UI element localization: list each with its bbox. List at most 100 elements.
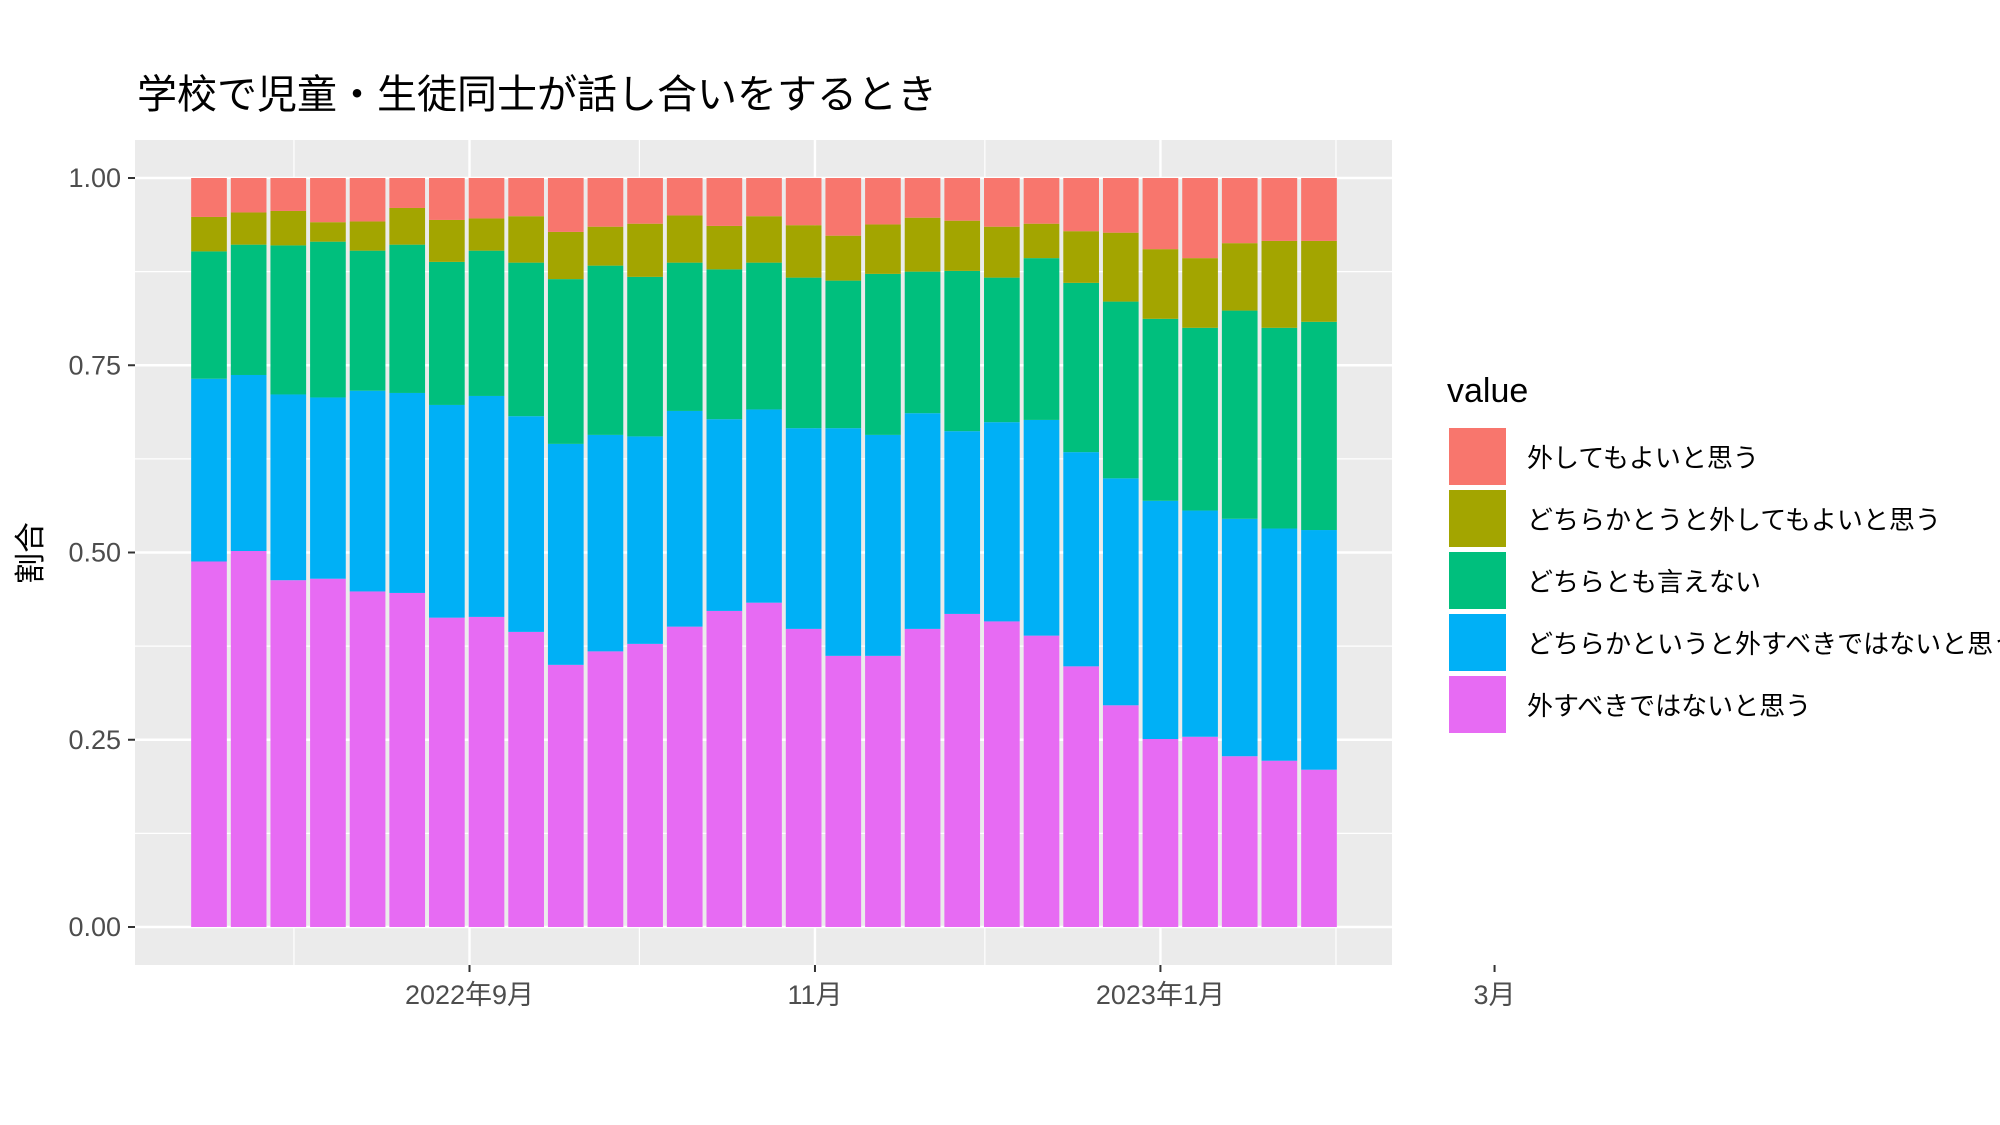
bar-segment <box>706 225 743 270</box>
bar-segment <box>944 220 981 271</box>
bar-segment <box>825 428 862 656</box>
bar-segment <box>1221 243 1258 311</box>
bar-segment <box>191 561 227 927</box>
bar-segment <box>1182 178 1218 259</box>
y-tick-label: 0.00 <box>68 912 121 942</box>
bar-segment <box>349 591 386 927</box>
bar-segment <box>429 617 465 927</box>
bar-segment <box>1142 318 1179 501</box>
bar-segment <box>310 178 346 223</box>
legend-key <box>1449 552 1506 609</box>
bar-segment <box>865 434 901 656</box>
legend: value 外してもよいと思うどちらかとうと外してもよいと思うどちらとも言えない… <box>1447 372 2000 733</box>
bar-segment <box>1221 310 1258 519</box>
bar-segment <box>746 216 782 263</box>
bar-segment <box>587 265 624 435</box>
bars <box>191 178 1337 927</box>
bar-segment <box>468 218 505 251</box>
bar-segment <box>429 219 465 262</box>
bar-segment <box>984 422 1020 622</box>
bar-segment <box>389 207 426 245</box>
bar-segment <box>1102 705 1139 927</box>
bar-segment <box>349 390 386 592</box>
bar-segment <box>429 261 465 405</box>
bar-segment <box>1261 528 1298 761</box>
bar-segment <box>1182 327 1218 511</box>
y-tick-label: 0.75 <box>68 350 121 380</box>
bar-segment <box>1142 178 1179 250</box>
bar-segment <box>349 250 386 391</box>
legend-label: どちらかというと外すべきではないと思う <box>1527 630 2000 660</box>
bar-segment <box>666 215 703 263</box>
bar-segment <box>349 221 386 251</box>
bar-segment <box>547 178 584 232</box>
y-axis: 0.00 0.25 0.50 0.75 1.00 <box>68 163 135 942</box>
bar-segment <box>627 643 663 927</box>
bar-segment <box>230 244 267 375</box>
bar-segment <box>310 241 346 398</box>
bar-segment <box>1063 178 1099 232</box>
x-tick-label: 2023年1月 <box>1096 980 1225 1010</box>
bar-segment <box>785 225 822 278</box>
bar-segment <box>468 616 505 927</box>
bar-segment <box>1142 739 1179 927</box>
bar-segment <box>1182 510 1218 737</box>
legend-label: どちらとも言えない <box>1527 568 1761 598</box>
bar-segment <box>1063 282 1099 453</box>
bar-segment <box>904 178 941 218</box>
bar-segment <box>984 277 1020 423</box>
bar-segment <box>984 226 1020 278</box>
bar-segment <box>865 178 901 225</box>
bar-segment <box>944 431 981 614</box>
bar-segment <box>944 613 981 927</box>
bar-segment <box>944 178 981 221</box>
bar-segment <box>230 178 267 213</box>
bar-segment <box>865 273 901 435</box>
bar-segment <box>230 212 267 245</box>
bar-segment <box>1063 231 1099 283</box>
bar-segment <box>270 580 307 927</box>
bar-segment <box>270 210 307 246</box>
bar-segment <box>904 413 941 629</box>
bar-segment <box>508 631 544 927</box>
bar-segment <box>389 592 426 927</box>
bar-segment <box>1142 500 1179 740</box>
bar-segment <box>547 279 584 444</box>
bar-segment <box>1102 301 1139 479</box>
bar-segment <box>508 178 544 217</box>
bar-segment <box>270 245 307 395</box>
bar-segment <box>1182 736 1218 927</box>
bar-segment <box>785 277 822 429</box>
bar-segment <box>191 178 227 217</box>
bar-segment <box>825 280 862 429</box>
bar-segment <box>429 404 465 618</box>
bar-segment <box>270 178 307 211</box>
bar-segment <box>1063 452 1099 667</box>
bar-segment <box>1023 419 1060 636</box>
legend-label: どちらかとうと外してもよいと思う <box>1527 506 1941 536</box>
bar-segment <box>389 178 426 208</box>
bar-segment <box>785 428 822 629</box>
bar-segment <box>1261 327 1298 529</box>
bar-segment <box>508 216 544 263</box>
bar-segment <box>508 416 544 632</box>
bar-segment <box>746 409 782 603</box>
bar-segment <box>1221 756 1258 927</box>
bar-segment <box>1301 240 1337 322</box>
y-tick-label: 1.00 <box>68 163 121 193</box>
bar-segment <box>746 178 782 217</box>
bar-segment <box>627 436 663 644</box>
bar-segment <box>904 217 941 272</box>
legend-key <box>1449 676 1506 733</box>
legend-title: value <box>1447 372 1528 410</box>
bar-segment <box>627 223 663 277</box>
bar-segment <box>1063 666 1099 927</box>
bar-segment <box>1221 518 1258 757</box>
y-axis-title: 割合 <box>13 522 49 584</box>
bar-segment <box>865 655 901 927</box>
bar-segment <box>230 374 267 552</box>
legend-key <box>1449 428 1506 485</box>
bar-segment <box>785 628 822 927</box>
bar-segment <box>746 602 782 927</box>
